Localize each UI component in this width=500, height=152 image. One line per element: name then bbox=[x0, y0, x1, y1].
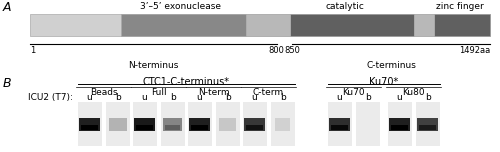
Text: Beads: Beads bbox=[90, 88, 118, 97]
Bar bbox=[80, 118, 100, 131]
Bar bbox=[388, 102, 411, 146]
Text: u: u bbox=[336, 93, 342, 102]
Bar bbox=[106, 102, 130, 146]
Text: 1492aa: 1492aa bbox=[459, 46, 490, 55]
Text: b: b bbox=[224, 93, 230, 102]
Bar bbox=[188, 102, 212, 146]
Text: Ku70*: Ku70* bbox=[369, 77, 398, 87]
Bar bbox=[332, 125, 347, 130]
Bar bbox=[120, 14, 246, 36]
Bar bbox=[216, 102, 240, 146]
Bar bbox=[276, 118, 289, 131]
Bar bbox=[246, 14, 290, 36]
Text: N-term: N-term bbox=[198, 88, 230, 97]
Text: A: A bbox=[2, 1, 11, 14]
Bar bbox=[192, 125, 208, 130]
Text: Ku70: Ku70 bbox=[342, 88, 365, 97]
Text: u: u bbox=[196, 93, 202, 102]
Bar bbox=[246, 125, 262, 130]
Bar bbox=[356, 102, 380, 146]
Bar bbox=[82, 125, 98, 130]
Bar bbox=[414, 14, 434, 36]
Text: b: b bbox=[170, 93, 175, 102]
Bar bbox=[190, 118, 210, 131]
Bar bbox=[392, 125, 407, 130]
Text: u: u bbox=[142, 93, 148, 102]
Text: C-terminus: C-terminus bbox=[366, 61, 416, 70]
Bar bbox=[330, 118, 349, 131]
Bar bbox=[420, 125, 436, 130]
Bar bbox=[242, 102, 266, 146]
Text: ICU2 (T7):: ICU2 (T7): bbox=[28, 93, 72, 102]
Text: u: u bbox=[396, 93, 402, 102]
Text: zinc finger: zinc finger bbox=[436, 2, 484, 11]
Bar bbox=[244, 118, 264, 131]
Bar bbox=[418, 118, 438, 131]
Bar bbox=[136, 125, 152, 130]
Text: 3’–5’ exonuclease: 3’–5’ exonuclease bbox=[140, 2, 220, 11]
Text: CTC1-C-terminus*: CTC1-C-terminus* bbox=[142, 77, 230, 87]
Text: u: u bbox=[252, 93, 258, 102]
Text: u: u bbox=[86, 93, 92, 102]
Text: b: b bbox=[114, 93, 120, 102]
Bar bbox=[108, 118, 126, 131]
Text: 800: 800 bbox=[268, 46, 284, 55]
Bar bbox=[160, 102, 184, 146]
Bar bbox=[165, 125, 180, 130]
Text: 1: 1 bbox=[30, 46, 35, 55]
Bar bbox=[132, 102, 156, 146]
Text: Full: Full bbox=[150, 88, 166, 97]
Bar bbox=[78, 102, 102, 146]
Text: b: b bbox=[424, 93, 430, 102]
Bar bbox=[290, 14, 414, 36]
Text: C-term: C-term bbox=[253, 88, 284, 97]
Bar bbox=[416, 102, 440, 146]
Text: B: B bbox=[2, 77, 11, 90]
Bar bbox=[219, 118, 236, 131]
Bar bbox=[163, 118, 182, 131]
Bar bbox=[434, 14, 490, 36]
Text: b: b bbox=[280, 93, 285, 102]
Bar bbox=[30, 14, 490, 36]
Text: N-terminus: N-terminus bbox=[128, 61, 178, 70]
Bar bbox=[270, 102, 294, 146]
Bar bbox=[134, 118, 154, 131]
Bar bbox=[390, 118, 409, 131]
Text: 850: 850 bbox=[284, 46, 300, 55]
Bar bbox=[328, 102, 351, 146]
Text: catalytic: catalytic bbox=[326, 2, 364, 11]
Text: Ku80: Ku80 bbox=[402, 88, 425, 97]
Text: b: b bbox=[364, 93, 370, 102]
